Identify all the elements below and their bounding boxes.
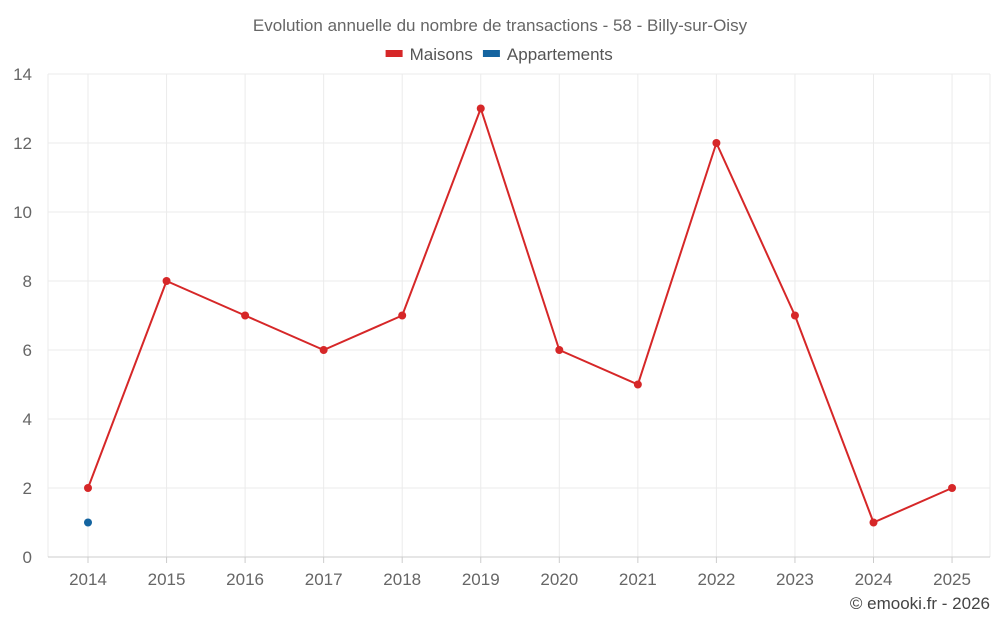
legend: Maisons Appartements — [385, 45, 613, 64]
series-0-point-1[interactable] — [162, 277, 171, 285]
y-axis-ticks: 0 2 4 6 8 10 12 14 — [13, 65, 32, 567]
legend-swatch-0 — [385, 50, 403, 57]
x-tick-label-7: 2021 — [619, 570, 657, 589]
legend-label-1: Appartements — [507, 45, 613, 64]
y-tick-label-1: 2 — [23, 479, 32, 498]
x-tick-label-6: 2020 — [540, 570, 578, 589]
x-tick-label-1: 2015 — [148, 570, 186, 589]
y-tick-label-0: 0 — [23, 548, 32, 567]
y-tick-label-6: 12 — [13, 134, 32, 153]
y-tick-label-2: 4 — [23, 410, 32, 429]
x-tick-label-8: 2022 — [697, 570, 735, 589]
x-tick-label-4: 2018 — [383, 570, 421, 589]
x-axis-ticks: 2014 2015 2016 2017 2018 2019 2020 2021 2022 2023… — [69, 557, 971, 589]
legend-label-0: Maisons — [410, 45, 473, 64]
x-tick-label-5: 2019 — [462, 570, 500, 589]
series-0-line-0 — [87, 107, 953, 524]
series-0-point-7[interactable] — [633, 380, 642, 389]
y-tick-label-7: 14 — [13, 65, 32, 84]
series-layer — [84, 104, 957, 527]
x-tick-label-11: 2025 — [933, 570, 971, 589]
legend-item-0[interactable]: Maisons — [385, 45, 473, 64]
series-0 — [84, 104, 957, 527]
series-1-point-0[interactable] — [84, 518, 92, 527]
x-tick-label-9: 2023 — [776, 570, 814, 589]
grid — [47, 73, 991, 557]
x-tick-label-0: 2014 — [69, 570, 107, 589]
series-0-point-5[interactable] — [476, 104, 485, 113]
series-0-point-10[interactable] — [869, 518, 878, 527]
series-0-point-8[interactable] — [712, 139, 721, 147]
legend-item-1[interactable]: Appartements — [482, 45, 613, 64]
legend-swatch-1 — [482, 50, 500, 57]
y-tick-label-5: 10 — [13, 203, 32, 222]
x-tick-label-10: 2024 — [855, 570, 893, 589]
series-0-point-3[interactable] — [319, 346, 328, 354]
x-tick-label-2: 2016 — [226, 570, 264, 589]
y-tick-label-3: 6 — [23, 341, 32, 360]
series-0-point-0[interactable] — [84, 484, 92, 492]
credit-text: © emooki.fr - 2026 — [850, 594, 990, 613]
y-tick-label-4: 8 — [23, 272, 32, 291]
x-tick-label-3: 2017 — [305, 570, 343, 589]
series-0-point-6[interactable] — [555, 346, 564, 354]
series-0-point-9[interactable] — [790, 311, 799, 320]
chart-title: Evolution annuelle du nombre de transact… — [253, 16, 748, 35]
series-1 — [84, 518, 92, 527]
series-0-point-11[interactable] — [948, 484, 957, 492]
series-0-point-2[interactable] — [241, 311, 250, 320]
series-0-point-4[interactable] — [398, 311, 407, 320]
